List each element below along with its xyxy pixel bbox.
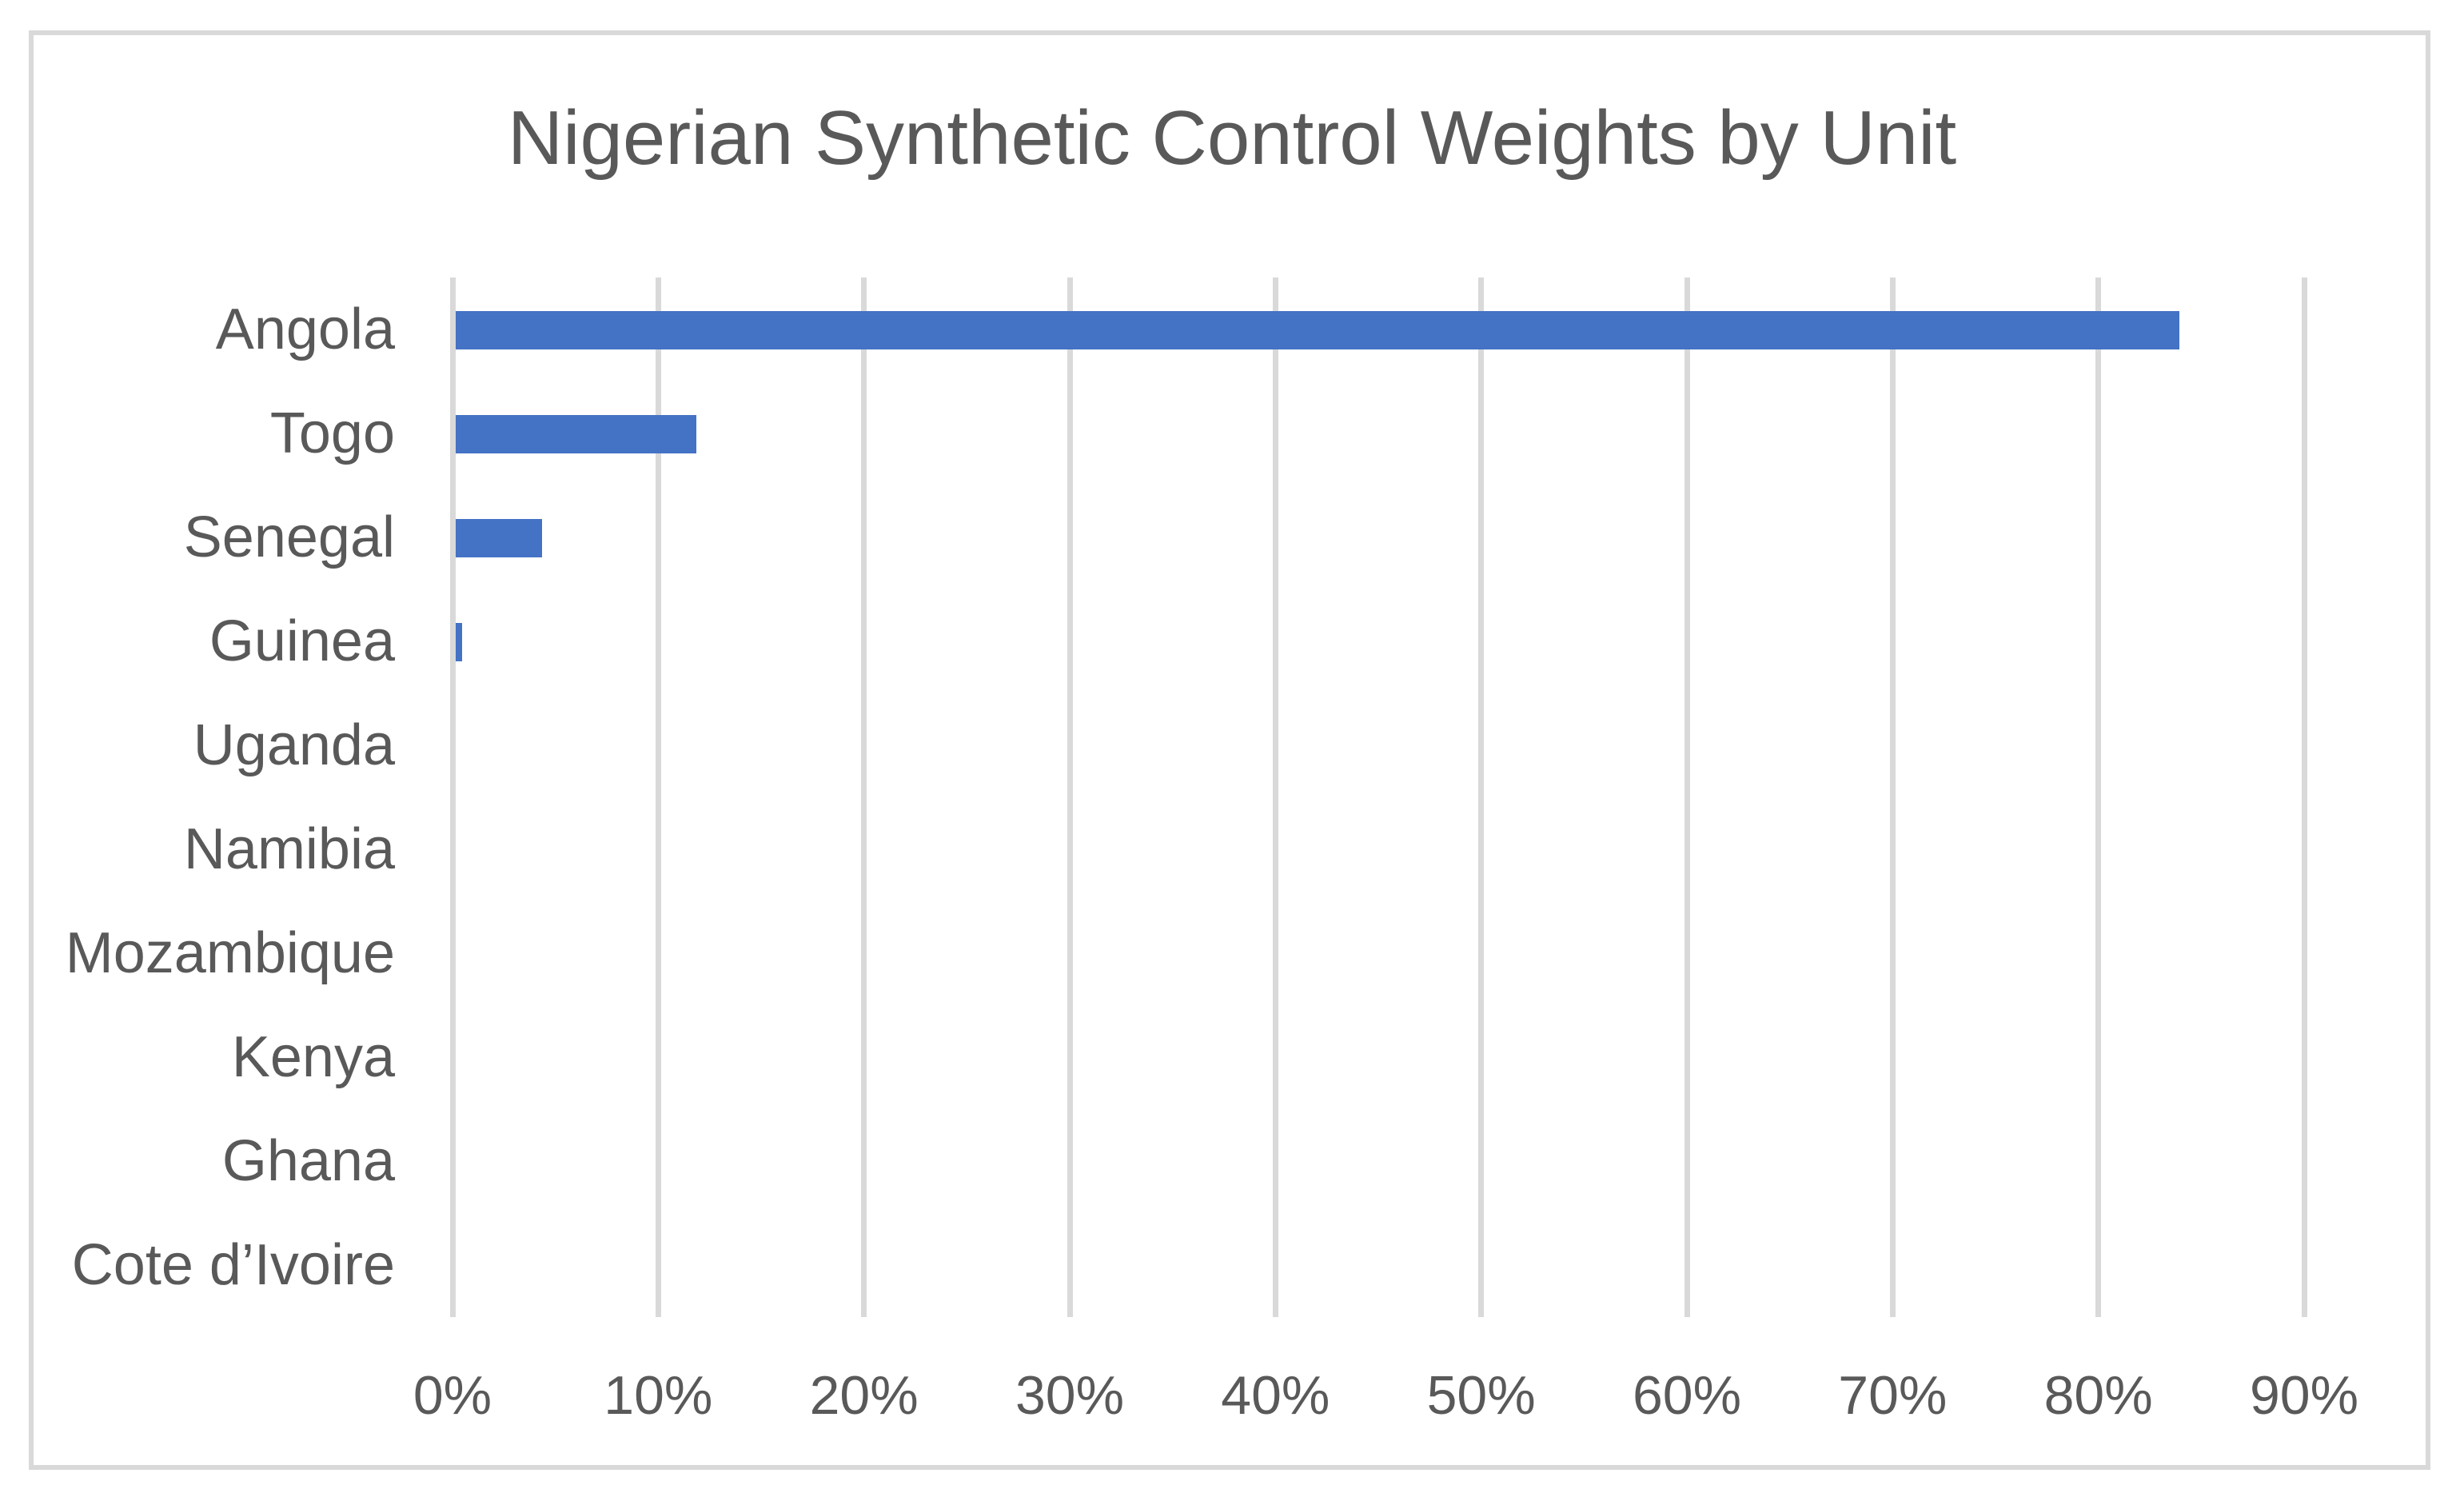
plot-area <box>449 277 2307 1317</box>
gridline-40% <box>1272 277 1278 1317</box>
tick-label-30%: 30% <box>1015 1365 1125 1426</box>
tick-label-10%: 10% <box>604 1365 713 1426</box>
category-label-uganda: Uganda <box>193 713 395 777</box>
category-label-mozambique: Mozambique <box>65 921 395 985</box>
category-axis-labels: Angola Togo Senegal Guinea Uganda Namibia Moza… <box>0 277 413 1317</box>
tick-label-90%: 90% <box>2249 1365 2359 1426</box>
category-label-angola: Angola <box>215 297 395 361</box>
bar-angola <box>456 311 2180 349</box>
value-axis-labels: 0% 10% 20% 30% 40% 50% 60% 70% 80% 90% <box>0 1359 2464 1439</box>
tick-label-0%: 0% <box>413 1365 492 1426</box>
chart-title: Nigerian Synthetic Control Weights by Un… <box>507 95 1957 181</box>
gridline-60% <box>1684 277 1690 1317</box>
category-label-togo: Togo <box>269 401 395 465</box>
tick-label-70%: 70% <box>1838 1365 1948 1426</box>
gridline-90% <box>2301 277 2307 1317</box>
gridline-0% <box>449 277 456 1317</box>
category-label-senegal: Senegal <box>183 505 395 569</box>
bar-togo <box>456 415 697 453</box>
category-label-ghana: Ghana <box>221 1129 395 1193</box>
chart-border-frame <box>29 30 2430 1470</box>
category-label-kenya: Kenya <box>231 1025 395 1089</box>
bar-guinea <box>456 623 462 661</box>
tick-label-80%: 80% <box>2043 1365 2153 1426</box>
gridline-20% <box>861 277 867 1317</box>
gridline-10% <box>655 277 661 1317</box>
gridline-80% <box>2095 277 2102 1317</box>
category-label-cote-d-ivoire: Cote d’Ivoire <box>71 1233 395 1297</box>
tick-label-20%: 20% <box>809 1365 919 1426</box>
tick-label-50%: 50% <box>1426 1365 1536 1426</box>
gridline-50% <box>1478 277 1485 1317</box>
gridline-70% <box>1889 277 1896 1317</box>
tick-label-60%: 60% <box>1632 1365 1742 1426</box>
bar-senegal <box>456 519 543 557</box>
gridline-30% <box>1067 277 1073 1317</box>
category-label-guinea: Guinea <box>209 609 395 673</box>
category-label-namibia: Namibia <box>183 817 395 881</box>
tick-label-40%: 40% <box>1221 1365 1330 1426</box>
